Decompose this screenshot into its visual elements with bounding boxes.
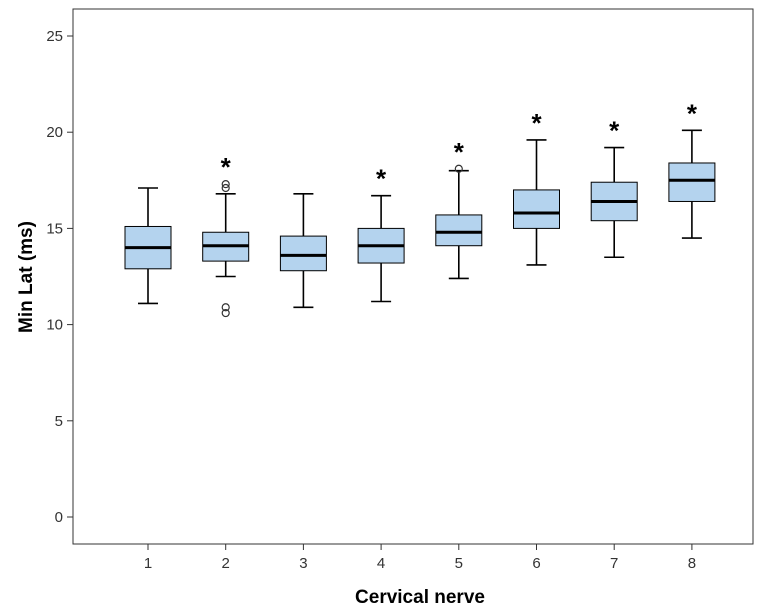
x-tick-label: 7 xyxy=(610,555,618,572)
box-group-8: * xyxy=(668,98,716,239)
significance-marker: * xyxy=(687,98,698,128)
x-tick-label: 1 xyxy=(144,555,152,572)
x-tick-label: 2 xyxy=(222,555,230,572)
y-tick-label: 20 xyxy=(46,124,63,141)
x-tick-label: 6 xyxy=(532,555,540,572)
y-tick-label: 10 xyxy=(46,317,63,334)
box-iqr xyxy=(435,214,483,247)
significance-marker: * xyxy=(609,116,620,146)
box-iqr xyxy=(513,189,560,229)
y-tick-label: 25 xyxy=(46,28,63,45)
outlier-point xyxy=(454,164,463,173)
outlier-point xyxy=(221,183,230,193)
outlier-point xyxy=(221,180,230,189)
box-group-4: * xyxy=(357,164,405,303)
outlier-point xyxy=(221,303,230,312)
x-tick-label: 4 xyxy=(377,555,385,572)
boxes: * * * * * * xyxy=(124,98,716,318)
significance-marker: * xyxy=(531,108,542,138)
y-axis-title: Min Lat (ms) xyxy=(16,221,37,333)
box-group-7: * xyxy=(590,116,638,259)
x-tick-label: 3 xyxy=(299,555,307,572)
x-tick-label: 8 xyxy=(688,555,696,572)
box-group-1 xyxy=(124,187,172,305)
significance-marker: * xyxy=(221,152,232,182)
box-iqr xyxy=(279,235,327,272)
plot-frame xyxy=(72,8,754,545)
significance-marker: * xyxy=(454,137,465,167)
box-group-3 xyxy=(279,192,327,309)
y-tick-label: 15 xyxy=(46,220,63,237)
box-iqr xyxy=(668,162,716,202)
x-axis: 1 2 3 4 5 6 7 8 xyxy=(144,544,696,572)
x-axis-title: Cervical nerve xyxy=(355,587,485,608)
y-tick-label: 0 xyxy=(55,509,63,526)
significance-marker: * xyxy=(376,164,387,194)
outlier-point xyxy=(221,308,230,318)
box-group-6: * xyxy=(513,108,560,266)
y-tick-label: 5 xyxy=(55,413,63,430)
x-tick-label: 5 xyxy=(455,555,463,572)
box-group-5: * xyxy=(435,137,483,280)
y-axis: 0 5 10 15 20 25 xyxy=(46,28,73,526)
box-group-2: * xyxy=(202,152,250,318)
